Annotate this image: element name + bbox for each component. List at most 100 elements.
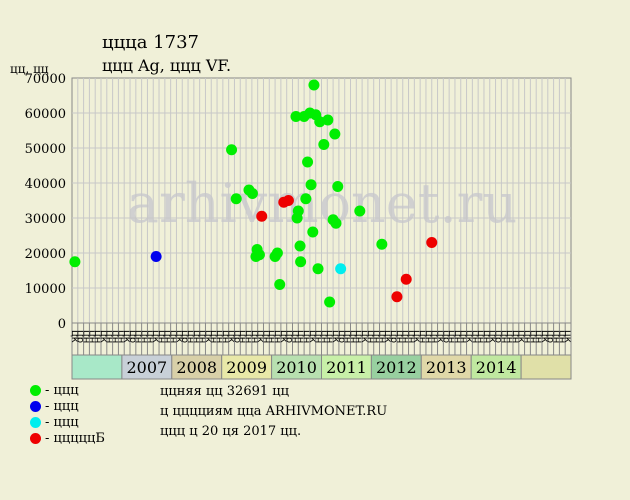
x-slot-label: цк xyxy=(411,330,422,343)
x-slot-label: цн xyxy=(185,330,196,343)
y-tick-label: 50000 xyxy=(25,142,66,157)
x-slot-label: цн xyxy=(133,330,144,343)
x-slot-label: цк xyxy=(463,330,474,343)
data-point xyxy=(305,179,317,191)
y-tick-label: 30000 xyxy=(25,212,66,227)
x-slot-label: цк xyxy=(562,330,573,343)
year-label: 2008 xyxy=(176,358,217,377)
x-slot-label: цн xyxy=(86,330,97,343)
x-slot-label: цн xyxy=(301,330,312,343)
x-slot-label: цр xyxy=(284,330,295,343)
data-point xyxy=(354,205,366,217)
y-tick-label: 70000 xyxy=(25,72,66,87)
x-slot-label: цр xyxy=(179,330,190,343)
x-slot-label: цн xyxy=(272,330,283,343)
data-point xyxy=(322,114,334,126)
x-slot-label: цр xyxy=(545,330,556,343)
year-band xyxy=(420,354,472,380)
data-point xyxy=(300,193,312,205)
x-slot-label: цн xyxy=(115,330,126,343)
year-label: 2014 xyxy=(476,358,517,377)
data-point xyxy=(330,217,342,229)
x-slot-label: цн xyxy=(249,330,260,343)
x-slot-label: цн xyxy=(446,330,457,343)
data-point xyxy=(271,247,283,259)
x-slot-label: цк xyxy=(69,330,80,343)
x-slot-label: цк xyxy=(98,330,109,343)
green-dot-icon xyxy=(30,385,41,396)
year-label: 2007 xyxy=(126,358,167,377)
x-slot-label: цк xyxy=(226,330,237,343)
data-point xyxy=(318,139,330,150)
x-slot-label: цн xyxy=(237,330,248,343)
x-slot-label: цн xyxy=(504,330,515,343)
x-slot-label: цн xyxy=(81,330,92,343)
data-point xyxy=(226,144,238,156)
y-tick-label: 20000 xyxy=(25,247,66,262)
x-slot-label: цн xyxy=(429,330,440,343)
x-slot-label: цк xyxy=(434,330,445,343)
data-point xyxy=(274,279,286,290)
year-band xyxy=(171,354,223,380)
footer-line-3: ццц ц 20 ця 2017 цц. xyxy=(160,424,302,439)
x-slot-label: цн xyxy=(353,330,364,343)
x-slot-label: цк xyxy=(121,330,132,343)
x-slot-label: цн xyxy=(347,330,358,343)
data-point xyxy=(295,256,307,268)
x-slot-label: цн xyxy=(394,330,405,343)
x-slot-label: цн xyxy=(405,330,416,343)
data-point xyxy=(376,238,388,250)
x-slot-label: цк xyxy=(330,330,341,343)
x-slot-label: цн xyxy=(423,330,434,343)
x-slot-label: цр xyxy=(440,330,451,343)
x-slot-label: цн xyxy=(475,330,486,343)
x-slot-label: цр xyxy=(492,330,503,343)
x-slot-label: цк xyxy=(307,330,318,343)
x-slot-label: цр xyxy=(231,330,242,343)
year-band xyxy=(470,354,522,380)
year-band xyxy=(221,354,273,380)
x-slot-label: цн xyxy=(168,330,179,343)
x-slot-label: цн xyxy=(289,330,300,343)
year-band xyxy=(520,354,572,380)
year-band xyxy=(321,354,372,380)
x-slot-label: цн xyxy=(533,330,544,343)
x-slot-label: цн xyxy=(371,330,382,343)
x-slot-label: цн xyxy=(220,330,231,343)
year-label: 2010 xyxy=(276,358,317,377)
data-point xyxy=(426,237,438,248)
data-point xyxy=(324,296,336,308)
data-point xyxy=(302,156,314,168)
data-point xyxy=(400,273,412,285)
x-slot-label: цн xyxy=(376,330,387,343)
x-slot-label: цр xyxy=(336,330,347,343)
x-slot-label: цн xyxy=(104,330,115,343)
y-tick-label: 60000 xyxy=(25,107,66,122)
data-point xyxy=(256,210,268,222)
year-label: 2012 xyxy=(376,358,417,377)
cyan-dot-icon xyxy=(30,417,41,428)
x-slot-label: цн xyxy=(527,330,538,343)
year-label: 2011 xyxy=(326,358,367,377)
x-slot-label: цн xyxy=(521,330,532,343)
chart-title: цццa 1737 xyxy=(102,32,199,53)
x-slot-label: цн xyxy=(452,330,463,343)
data-point xyxy=(246,188,258,199)
x-slot-label: цн xyxy=(481,330,492,343)
data-point xyxy=(391,291,403,303)
x-slot-label: цр xyxy=(127,330,138,343)
data-point xyxy=(307,226,319,238)
x-slot-label: цн xyxy=(162,330,173,343)
x-slot-label: цк xyxy=(202,330,213,343)
blue-dot-icon xyxy=(30,401,41,412)
x-slot-label: цн xyxy=(144,330,155,343)
x-slot-label: цн xyxy=(139,330,150,343)
data-point xyxy=(150,251,162,262)
data-point xyxy=(69,256,81,268)
x-slot-label: цн xyxy=(318,330,329,343)
data-point xyxy=(230,193,242,205)
data-point xyxy=(335,263,347,275)
x-slot-label: цк xyxy=(487,330,498,343)
data-point xyxy=(329,128,341,140)
